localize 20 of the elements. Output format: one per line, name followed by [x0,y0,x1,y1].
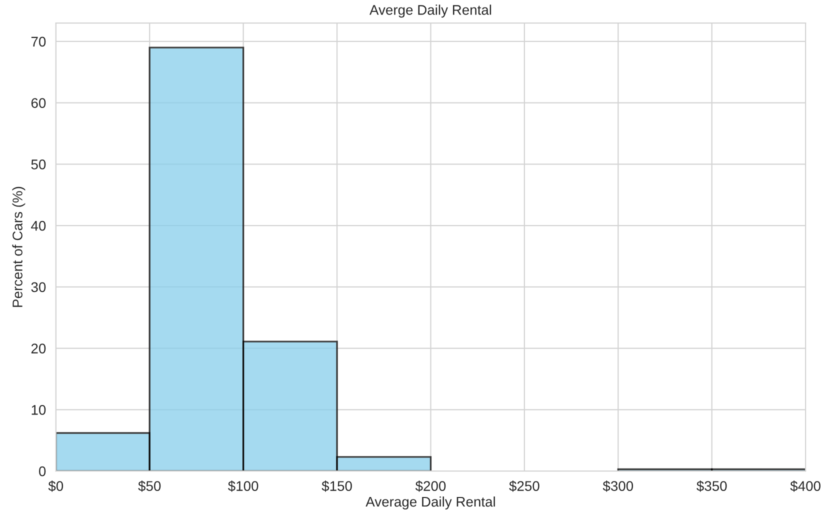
x-tick-label: $100 [228,480,258,492]
y-axis-title: Percent of Cars (%) [12,186,26,307]
y-tick-label: 50 [31,160,46,170]
y-tick-label: 70 [31,36,46,47]
x-tick-label: $200 [415,480,446,492]
y-tick-label: 20 [31,344,46,354]
x-axis-title: Average Daily Rental [366,496,495,510]
y-tick-label: 60 [31,98,46,108]
x-tick-label: $150 [322,480,352,492]
x-tick-label: $0 [48,480,64,492]
chart-title: Averge Daily Rental [370,4,492,18]
y-tick-label: 0 [38,466,46,476]
y-tick-label: 40 [31,220,46,231]
x-tick-label: $300 [602,480,634,492]
x-tick-label: $50 [138,480,161,492]
x-tick-label: $400 [790,480,820,492]
x-tick-label: $350 [696,480,727,492]
y-tick-label: 30 [31,282,46,292]
x-tick-label: $250 [509,480,540,492]
y-tick-label: 10 [32,405,46,415]
